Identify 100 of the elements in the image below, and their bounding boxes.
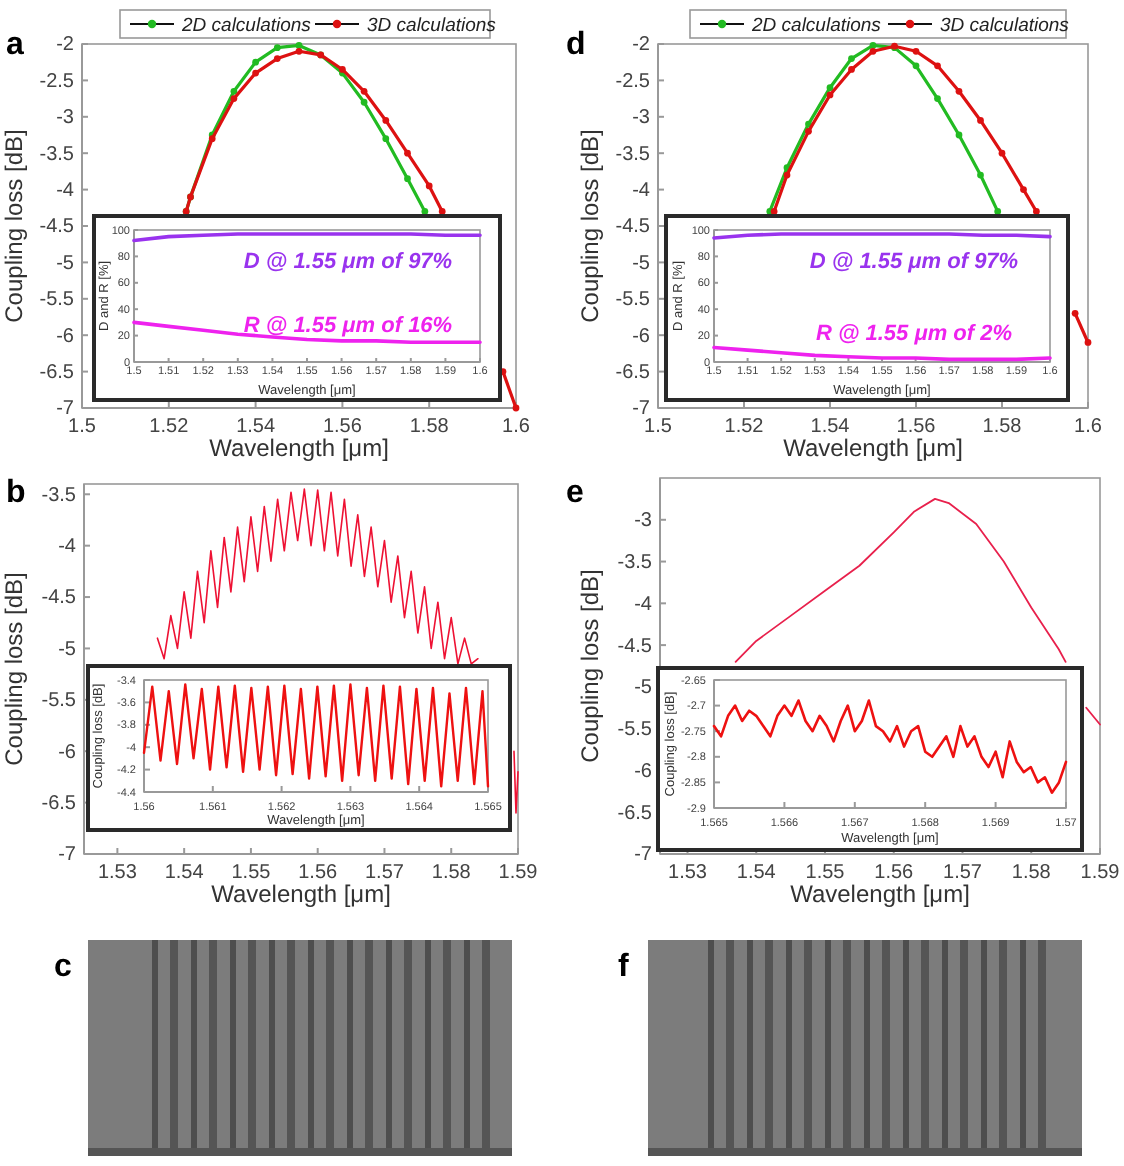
y-tick-label: -6 xyxy=(634,760,653,783)
y-tick-label: -6.5 xyxy=(617,802,653,825)
point xyxy=(360,87,368,95)
y-tick-label: -4 xyxy=(634,593,653,616)
x-tick-label: 1.54 xyxy=(236,416,276,439)
point xyxy=(912,47,920,55)
point xyxy=(869,47,877,55)
point xyxy=(977,171,984,179)
y-tick-label: -7 xyxy=(632,398,651,421)
point xyxy=(848,55,855,62)
y-tick-label: -3 xyxy=(56,107,75,130)
line-series xyxy=(712,699,1068,794)
y-tick-label: -6.5 xyxy=(41,793,77,816)
point xyxy=(295,42,303,49)
y-tick-label: -7 xyxy=(56,398,75,421)
line-series xyxy=(132,320,482,344)
y-tick-label: -5 xyxy=(58,638,77,661)
point xyxy=(805,127,812,135)
x-tick-label: 1.59 xyxy=(1080,862,1121,885)
x-tick-label: 1.53 xyxy=(668,862,708,885)
text: c xyxy=(54,950,72,984)
x-tick-label: 1.57 xyxy=(364,862,405,885)
legend-label: 3D calculations xyxy=(940,15,1070,37)
point xyxy=(360,98,368,106)
text: e xyxy=(566,476,584,510)
point xyxy=(1084,339,1092,346)
point xyxy=(1033,208,1040,215)
y-tick-label: -7 xyxy=(58,844,77,867)
point xyxy=(252,58,259,66)
y-tick-label: -6 xyxy=(56,325,75,348)
point xyxy=(404,175,411,183)
y-tick-label: -4.5 xyxy=(617,635,653,658)
x-tick-label: 1.58 xyxy=(1011,862,1052,885)
point xyxy=(912,62,920,70)
point xyxy=(934,62,941,70)
y-tick-label: -4 xyxy=(632,180,651,202)
y-tick-label: -4.5 xyxy=(39,216,75,239)
y-tick-label: -4 xyxy=(56,180,75,202)
text: f xyxy=(618,950,630,984)
point xyxy=(252,69,259,77)
x-tick-label: 1.55 xyxy=(805,862,846,885)
annotation: R @ 1.55 μm of 2% xyxy=(815,322,1013,346)
point xyxy=(826,84,834,92)
x-tick-label: 1.59 xyxy=(498,862,539,885)
x-axis-title: Wavelength [μm] xyxy=(209,434,389,462)
point xyxy=(438,208,446,215)
y-tick-label: -3.5 xyxy=(615,143,651,166)
y-axis-title: Coupling loss [dB] xyxy=(0,129,28,323)
y-axis-title: Coupling loss [dB] xyxy=(575,129,604,323)
y-tick-label: -6.5 xyxy=(615,362,651,384)
point xyxy=(404,149,411,157)
y-tick-label: -3 xyxy=(634,510,653,533)
x-axis-title: Wavelength [μm] xyxy=(790,880,970,908)
annotation: R @ 1.55 μm of 16% xyxy=(243,314,453,338)
point xyxy=(1020,186,1027,193)
point xyxy=(994,208,1002,215)
x-tick-label: 1.52 xyxy=(724,416,765,439)
x-tick-label: 1.54 xyxy=(736,862,777,885)
line-series xyxy=(142,683,490,788)
point xyxy=(273,55,281,62)
y-tick-label: -2 xyxy=(632,34,651,57)
x-tick-label: 1.58 xyxy=(409,416,450,439)
y-tick-label: -6 xyxy=(58,741,77,764)
x-axis-title: Wavelength [μm] xyxy=(783,434,963,462)
point xyxy=(848,66,855,73)
point xyxy=(869,42,877,49)
x-tick-label: 1.54 xyxy=(810,416,851,439)
x-tick-label: 1.58 xyxy=(982,416,1023,439)
point xyxy=(977,117,984,124)
point xyxy=(1071,309,1079,317)
y-tick-label: -2 xyxy=(56,34,75,57)
y-tick-label: -4.5 xyxy=(615,216,651,239)
annotation: D @ 1.55 μm of 97% xyxy=(809,250,1019,274)
x-tick-label: 1.5 xyxy=(644,416,673,439)
y-tick-label: -6 xyxy=(632,325,651,348)
legend-label: 3D calculations xyxy=(367,15,497,37)
x-axis-title: Wavelength [μm] xyxy=(211,880,391,908)
y-tick-label: -6.5 xyxy=(39,362,75,384)
text: d xyxy=(566,28,586,62)
point xyxy=(230,95,238,102)
annotation: D @ 1.55 μm of 97% xyxy=(243,250,453,274)
x-tick-label: 1.57 xyxy=(943,862,983,885)
point xyxy=(382,135,390,143)
point xyxy=(295,47,303,55)
x-tick-label: 1.52 xyxy=(149,416,190,439)
point xyxy=(425,182,433,190)
x-tick-label: 1.56 xyxy=(896,416,937,439)
x-tick-label: 1.6 xyxy=(502,416,531,439)
y-tick-label: -2.5 xyxy=(39,70,75,93)
y-axis-title: Coupling loss [dB] xyxy=(0,572,28,766)
y-tick-label: -4.5 xyxy=(41,587,77,610)
y-tick-label: -5.5 xyxy=(39,289,75,312)
point xyxy=(955,87,963,95)
x-tick-label: 1.56 xyxy=(298,862,339,885)
line-series xyxy=(766,42,1002,215)
x-tick-label: 1.6 xyxy=(1074,416,1103,439)
y-tick-label: -7 xyxy=(634,844,653,867)
x-tick-label: 1.56 xyxy=(322,416,363,439)
point xyxy=(998,149,1006,157)
y-tick-label: -5.5 xyxy=(615,289,651,312)
